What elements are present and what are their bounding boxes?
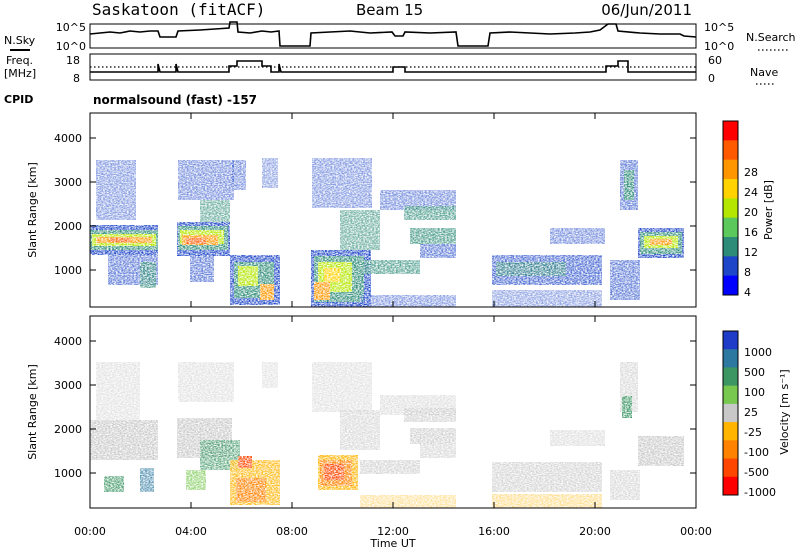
velocity-colorbar-swatch — [723, 476, 738, 496]
power-cb-label: Power [dB] — [762, 180, 775, 240]
velocity-y-axis-label: Slant Range [km] — [26, 364, 39, 460]
nsky-panel-frame — [89, 23, 697, 49]
power-colorbar-swatch — [723, 159, 738, 180]
freq-label: Freq. — [6, 54, 33, 67]
cpid-label: CPID — [4, 93, 33, 106]
velocity-cb-label: Velocity [m s⁻¹] — [778, 369, 791, 454]
velocity-y-tick-2000: 2000 — [54, 423, 82, 436]
velocity-cb-tick-m500: -500 — [744, 466, 769, 479]
velocity-cb-tick-m100: -100 — [744, 446, 769, 459]
velocity-heatmap — [90, 362, 684, 508]
power-colorbar-swatch — [723, 217, 738, 238]
time-tick-label: 16:00 — [478, 525, 510, 538]
power-cb-tick-12: 12 — [744, 246, 758, 259]
station-title: Saskatoon (fitACF) — [92, 0, 265, 19]
power-y-tick-4000: 4000 — [54, 132, 82, 145]
time-axis-ticks — [89, 113, 697, 508]
nsearch-tick-top: 10^5 — [704, 21, 734, 34]
velocity-colorbar-swatch — [723, 367, 738, 387]
time-tick-label: 12:00 — [377, 525, 409, 538]
velocity-y-tick-1000: 1000 — [54, 467, 82, 480]
velocity-cb-tick-m25: -25 — [744, 426, 762, 439]
nave-label: Nave — [750, 66, 778, 79]
velocity-cb-tick-100: 100 — [744, 386, 765, 399]
time-tick-label: 04:00 — [175, 525, 207, 538]
power-y-axis-label: Slant Range [km] — [26, 162, 39, 258]
freq-unit-label: [MHz] — [4, 67, 36, 80]
velocity-cb-tick-m1000: -1000 — [744, 486, 776, 499]
power-colorbar-swatch — [723, 140, 738, 161]
power-heatmap — [90, 158, 684, 307]
velocity-y-tick-3000: 3000 — [54, 379, 82, 392]
power-colorbar-swatch — [723, 198, 738, 219]
velocity-colorbar-swatch — [723, 458, 738, 478]
power-cb-tick-28: 28 — [744, 166, 758, 179]
date-title: 06/Jun/2011 — [601, 1, 692, 19]
power-cb-tick-4: 4 — [744, 286, 751, 299]
power-y-tick-2000: 2000 — [54, 220, 82, 233]
nsky-label: N.Sky — [4, 34, 36, 47]
nsearch-label: N.Search — [746, 31, 796, 44]
velocity-colorbar-border — [722, 330, 739, 496]
power-colorbar-swatch — [723, 237, 738, 257]
time-axis-labels: 00:00 04:00 08:00 12:00 16:00 20:00 00:00 — [74, 525, 712, 538]
power-y-tick-3000: 3000 — [54, 176, 82, 189]
velocity-y-ticks — [90, 340, 696, 474]
power-colorbar-border — [722, 120, 739, 296]
power-y-ticks — [90, 137, 696, 271]
velocity-colorbar-swatch — [723, 403, 738, 423]
power-colorbar-swatch — [723, 121, 738, 141]
velocity-cb-tick-25: 25 — [744, 406, 758, 419]
time-axis-label: Time UT — [369, 537, 415, 550]
nave-tick-top: 60 — [708, 54, 722, 67]
beam-title: Beam 15 — [356, 1, 423, 19]
power-cb-tick-8: 8 — [744, 266, 751, 279]
power-colorbar-swatch — [723, 275, 738, 296]
freq-tick-top: 18 — [66, 54, 80, 67]
power-colorbar-swatch — [723, 179, 738, 199]
cpid-value: normalsound (fast) -157 — [93, 93, 257, 107]
nsky-trace — [89, 21, 697, 47]
velocity-y-tick-4000: 4000 — [54, 335, 82, 348]
power-colorbar-swatch — [723, 256, 738, 277]
velocity-colorbar-swatch — [723, 385, 738, 405]
time-tick-label: 00:00 — [74, 525, 106, 538]
nsky-tick-top: 10^5 — [56, 21, 86, 34]
time-tick-label: 00:00 — [680, 525, 712, 538]
freq-trace — [90, 60, 696, 73]
power-cb-tick-20: 20 — [744, 206, 758, 219]
velocity-colorbar-swatch — [723, 349, 738, 368]
nsearch-tick-bottom: 10^0 — [704, 40, 734, 53]
power-cb-tick-16: 16 — [744, 226, 758, 239]
freq-tick-bottom: 8 — [73, 72, 80, 85]
power-cb-tick-24: 24 — [744, 186, 758, 199]
velocity-cb-tick-1000: 1000 — [744, 346, 772, 359]
time-tick-label: 08:00 — [276, 525, 308, 538]
nave-tick-bottom: 0 — [708, 72, 715, 85]
time-tick-label: 20:00 — [579, 525, 611, 538]
velocity-colorbar-swatch — [723, 331, 738, 350]
velocity-colorbar-swatch — [723, 440, 738, 460]
power-y-tick-1000: 1000 — [54, 264, 82, 277]
nsky-tick-bottom: 10^0 — [56, 40, 86, 53]
velocity-cb-tick-500: 500 — [744, 366, 765, 379]
velocity-colorbar-swatch — [723, 422, 738, 441]
